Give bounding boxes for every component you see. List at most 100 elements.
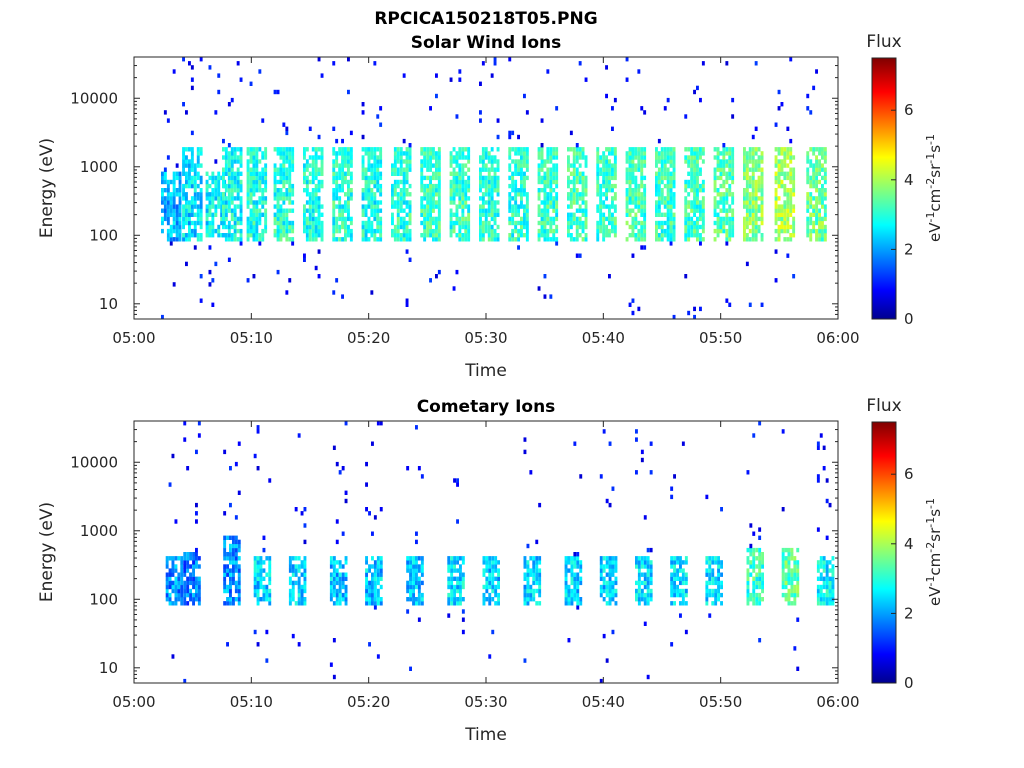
heat-cell [230, 212, 234, 217]
heat-cell [828, 580, 832, 586]
heat-cell [370, 233, 374, 238]
heat-cell [186, 466, 190, 471]
heat-cell [426, 224, 430, 230]
heat-cell [217, 179, 221, 185]
heat-cell [314, 147, 318, 152]
heat-cell [188, 167, 191, 172]
heat-cell [399, 179, 403, 185]
heat-cell [365, 584, 368, 590]
heat-cell [338, 470, 342, 475]
heat-cell [188, 224, 191, 230]
heat-cell [546, 216, 550, 222]
heat-cell [487, 171, 491, 176]
heat-cell [579, 580, 583, 586]
heat-cell [420, 183, 424, 189]
heat-cell [628, 151, 632, 156]
heat-cell [461, 200, 465, 205]
heat-cell [490, 159, 494, 164]
heat-cell [655, 224, 658, 230]
heat-cell [402, 192, 406, 197]
heat-cell [239, 220, 243, 226]
heat-cell [227, 155, 231, 160]
heat-cell [488, 584, 492, 590]
x-tick-label: 05:30 [464, 329, 507, 347]
heat-cell [751, 167, 755, 172]
heat-cell [818, 179, 821, 185]
heat-cell [757, 163, 761, 168]
heat-cell [815, 159, 818, 164]
heat-cell [640, 556, 644, 561]
heat-cell [459, 564, 462, 569]
heat-cell [249, 175, 253, 181]
heat-cell [719, 159, 723, 164]
heat-cell [613, 216, 617, 222]
heat-cell [555, 155, 559, 160]
heat-cell [461, 572, 465, 577]
heat-cell [264, 163, 268, 168]
heat-cell [751, 233, 755, 238]
heat-cell [196, 175, 200, 181]
heat-cell [679, 576, 682, 581]
heat-cell [613, 97, 617, 103]
heat-cell [335, 568, 339, 573]
heat-cell [725, 237, 729, 242]
heat-cell [717, 556, 720, 561]
heat-cell [256, 560, 260, 565]
heat-cell [185, 183, 188, 189]
heat-cell [746, 470, 750, 475]
heat-cell [449, 171, 453, 176]
heat-cell [640, 208, 644, 213]
heat-cell [423, 147, 427, 152]
heat-cell [447, 597, 451, 602]
heat-cell [640, 597, 644, 602]
heat-cell [341, 159, 344, 164]
heat-cell [294, 507, 298, 512]
x-tick-label: 06:00 [816, 329, 859, 347]
heat-cell [232, 597, 235, 602]
heat-cell [479, 171, 482, 176]
heat-cell [169, 208, 173, 213]
heat-cell [393, 179, 397, 185]
heat-cell [256, 580, 260, 586]
heat-cell [564, 601, 568, 606]
heat-cell [716, 204, 720, 209]
heat-cell [755, 576, 759, 581]
heat-cell [349, 147, 353, 152]
heat-cell [816, 601, 820, 606]
heat-cell [628, 183, 632, 189]
heat-cell [757, 204, 761, 209]
heat-cell [751, 237, 755, 242]
heat-cell [399, 196, 403, 201]
heat-cell [335, 572, 339, 577]
heat-cell [761, 560, 764, 565]
heat-cell [751, 147, 755, 152]
heat-cell [214, 192, 218, 197]
heat-cell [233, 175, 237, 181]
heat-cell [236, 175, 240, 181]
heat-cell [365, 601, 368, 606]
heat-cell [699, 233, 702, 238]
heat-cell [190, 65, 194, 70]
heat-cell [781, 580, 785, 586]
heat-cell [288, 196, 292, 201]
heat-cell [229, 552, 232, 557]
heat-cell [572, 163, 576, 168]
heat-cell [711, 592, 715, 598]
heat-cell [249, 196, 253, 201]
heat-cell [174, 601, 178, 606]
heat-cell [584, 159, 588, 164]
heat-cell [279, 228, 283, 234]
heat-cell [481, 224, 485, 230]
heat-cell [821, 175, 824, 181]
heat-cell [347, 167, 350, 172]
heat-cell [188, 228, 191, 234]
heat-cell [196, 147, 200, 152]
heat-cell [555, 183, 559, 189]
heat-cell [335, 228, 339, 234]
heat-cell [784, 576, 788, 581]
heat-cell [655, 155, 658, 160]
heat-cell [693, 188, 696, 193]
heat-cell [393, 151, 397, 156]
heat-cell [311, 212, 315, 217]
